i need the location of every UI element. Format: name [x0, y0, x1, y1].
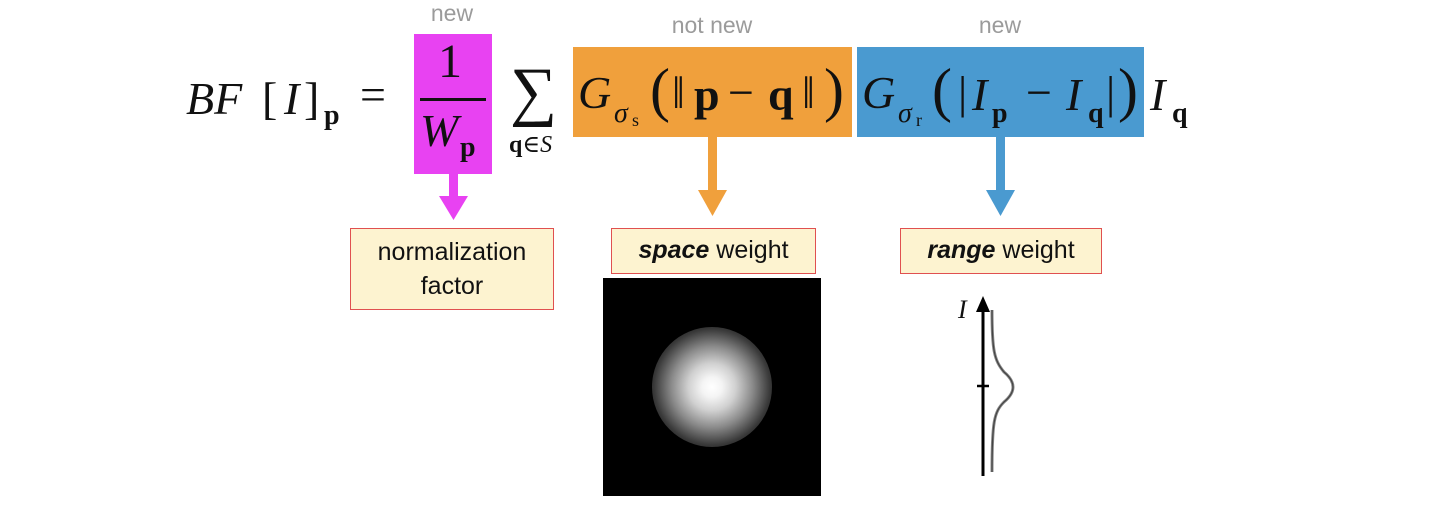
space-q: q	[768, 69, 794, 120]
sum-sub-in: ∈	[522, 132, 541, 158]
lhs-sub: p	[324, 100, 340, 131]
space-paren-open: (	[650, 57, 670, 123]
header-normalization: new	[430, 0, 474, 26]
range-abs-close: |	[1106, 67, 1116, 118]
frac-den-w: W	[420, 105, 459, 156]
space-p: p	[694, 69, 720, 120]
space-minus: −	[728, 67, 754, 118]
normalization-arrow	[439, 174, 468, 220]
range-gaussian-curve-inner	[991, 309, 1014, 473]
range-axis-arrowhead	[976, 296, 990, 312]
range-abs-open: |	[958, 67, 968, 118]
space-box	[573, 47, 852, 137]
range-gaussian-curve	[990, 309, 1015, 473]
space-sigma: σ	[614, 98, 628, 129]
equals-sign: =	[360, 69, 386, 120]
range-gaussian-plot: I	[957, 295, 1015, 476]
range-box	[857, 47, 1144, 137]
space-label-bold: space	[638, 236, 710, 264]
space-norm-open: ‖	[672, 67, 685, 118]
sum-sub-q: q	[509, 132, 523, 158]
range-label-rest: weight	[995, 236, 1075, 264]
range-g: G	[862, 67, 896, 118]
range-sigma-sub: r	[916, 110, 922, 130]
range-axis-label: I	[957, 295, 968, 324]
lhs-i: I	[284, 73, 300, 124]
range-label: range weight	[900, 228, 1102, 274]
fraction-bar	[420, 98, 486, 101]
range-minus: −	[1026, 67, 1052, 118]
gaussian-blob	[652, 327, 772, 447]
range-i2: I	[1066, 69, 1082, 120]
range-paren-close: )	[1118, 57, 1138, 123]
lhs-bf-text: BF	[186, 73, 243, 124]
sum-sub-s: S	[540, 132, 553, 158]
range-label-bold: range	[927, 236, 996, 264]
range-paren-open: (	[932, 57, 952, 123]
space-gaussian-image	[603, 278, 821, 496]
lhs-bracket-close: ]	[304, 73, 320, 124]
space-norm-close: ‖	[802, 67, 815, 118]
lhs-bracket-open: [	[262, 73, 278, 124]
sum-symbol: ∑	[510, 55, 558, 128]
space-g: G	[578, 67, 612, 118]
normalization-label-line1: normalization	[377, 238, 527, 266]
range-i1-sub: p	[992, 98, 1008, 129]
range-i1: I	[972, 69, 988, 120]
frac-den-sub: p	[460, 132, 476, 163]
space-label-rest: weight	[709, 236, 789, 264]
space-arrow	[698, 137, 727, 216]
tail-i: I	[1150, 69, 1166, 120]
normalization-box	[414, 34, 492, 174]
normalization-label: normalization factor	[350, 228, 554, 310]
tail-sub: q	[1172, 98, 1188, 129]
range-sigma: σ	[898, 98, 912, 129]
space-label: space weight	[611, 228, 816, 274]
space-paren-close: )	[824, 57, 844, 123]
frac-numerator: 1	[438, 35, 462, 88]
normalization-label-line2: factor	[420, 272, 484, 300]
header-range: new	[978, 12, 1022, 38]
range-arrow	[986, 137, 1015, 216]
lhs-bf: BF	[186, 72, 242, 125]
range-i2-sub: q	[1088, 98, 1104, 129]
sum-subscript: q∈S	[509, 130, 552, 159]
space-sigma-sub: s	[632, 110, 640, 130]
header-space: not new	[671, 12, 753, 38]
